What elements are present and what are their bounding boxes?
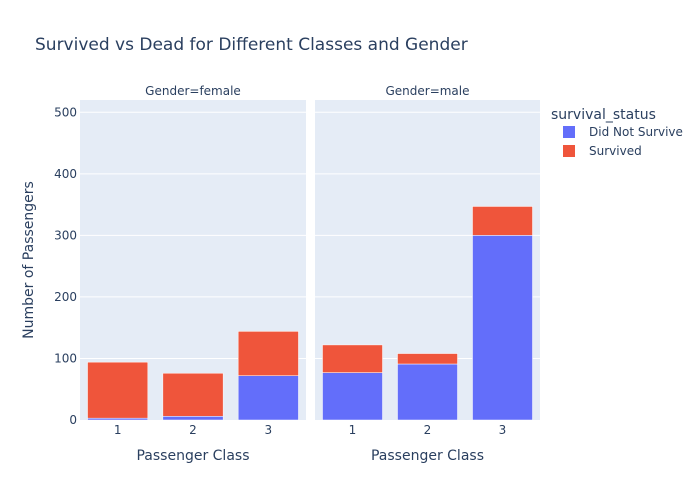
x-tick-label: 3 (265, 423, 273, 437)
legend-swatch (563, 145, 575, 157)
bar-survived (162, 372, 224, 417)
bar-did-not-survive (472, 235, 533, 421)
x-tick-label: 3 (499, 423, 507, 437)
x-tick-label: 1 (349, 423, 357, 437)
chart-title: Survived vs Dead for Different Classes a… (35, 35, 468, 55)
legend-item-label: Survived (589, 144, 642, 158)
y-tick-label: 0 (69, 413, 77, 427)
legend-item-label: Did Not Survive (589, 125, 683, 139)
bar-survived (397, 353, 458, 365)
bar-did-not-survive (162, 416, 224, 421)
plot-area: Gender=female 1 2 3 Passenger Class Gender=ma… (54, 84, 540, 464)
bar-did-not-survive (397, 363, 458, 421)
bar-did-not-survive (237, 375, 299, 421)
y-tick-label: 500 (54, 105, 77, 119)
bar-did-not-survive (322, 372, 383, 421)
x-tick-label: 2 (189, 423, 197, 437)
x-axis-title: Passenger Class (371, 448, 484, 464)
facet-title: Gender=female (145, 84, 241, 98)
facet-title: Gender=male (385, 84, 469, 98)
y-tick-label: 400 (54, 167, 77, 181)
x-tick-label: 1 (114, 423, 122, 437)
legend-title: survival_status (551, 107, 656, 123)
y-tick-label: 300 (54, 228, 77, 242)
y-axis-title: Number of Passengers (21, 181, 37, 339)
legend: survival_status Did Not Survive Survived (551, 107, 683, 158)
bar-survived (322, 344, 383, 373)
bar-survived (472, 206, 533, 236)
x-axis-title: Passenger Class (136, 448, 249, 464)
y-tick-label: 200 (54, 290, 77, 304)
bar-did-not-survive (87, 417, 149, 421)
legend-swatch (563, 126, 575, 138)
bar-survived (237, 331, 299, 376)
y-tick-label: 100 (54, 351, 77, 365)
x-tick-label: 2 (424, 423, 432, 437)
bar-survived (87, 361, 149, 419)
